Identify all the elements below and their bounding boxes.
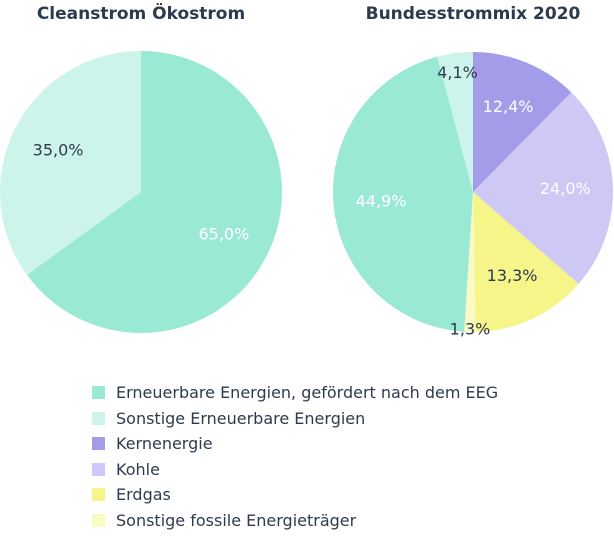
legend-label: Sonstige Erneuerbare Energien [116, 408, 366, 428]
pie-slice-erneuerbare-energien-gef-rdert-nach-dem-eeg [333, 56, 473, 332]
legend-label: Kohle [116, 459, 160, 479]
pie-slice-erneuerbare-energien-gef-rdert-nach-dem-eeg [26, 51, 282, 333]
pie-charts: Cleanstrom Ökostrom Bundesstrommix 2020 … [0, 2, 613, 339]
pie-slice-erdgas [473, 192, 579, 332]
pie-data-label: 35,0% [33, 140, 84, 159]
legend-label: Erdgas [116, 485, 171, 505]
pie-data-label: 12,4% [483, 97, 534, 116]
pie-data-label: 24,0% [540, 179, 591, 198]
legend-item: Sonstige Erneuerbare Energien [92, 406, 498, 432]
legend-item: Sonstige fossile Energieträger [92, 508, 498, 534]
legend-item: Kernenergie [92, 431, 498, 457]
pie-data-label: 65,0% [198, 225, 249, 244]
pie-data-label: 1,3% [450, 320, 491, 339]
legend-label: Sonstige fossile Energieträger [116, 510, 357, 530]
pie-data-label: 4,1% [437, 63, 478, 82]
legend-item: Erdgas [92, 482, 498, 508]
legend: Erneuerbare Energien, gefördert nach dem… [92, 380, 498, 533]
pie-data-label: 13,3% [487, 266, 538, 285]
legend-item: Erneuerbare Energien, gefördert nach dem… [92, 380, 498, 406]
pie-bundesstrommix: 12,4% 24,0% 13,3% 1,3% 44,9% 4,1% [333, 52, 613, 339]
legend-label: Kernenergie [116, 434, 213, 454]
pie-cleanstrom: 65,0% 35,0% [0, 51, 282, 333]
legend-item: Kohle [92, 457, 498, 483]
pie-slice-sonstige-erneuerbare-energien [0, 51, 141, 275]
legend-swatch [92, 462, 105, 476]
legend-swatch [92, 411, 105, 425]
pie-slice-sonstige-fossile-energietr-ger [464, 192, 476, 333]
pie-slice-kernenergie [473, 52, 572, 192]
pie-data-label: 44,9% [356, 192, 407, 211]
chart-title-cleanstrom: Cleanstrom Ökostrom [37, 2, 245, 24]
pie-slice-kohle [473, 92, 613, 284]
chart-title-bundesstrommix: Bundesstrommix 2020 [366, 4, 581, 24]
legend-swatch [92, 488, 105, 502]
legend-swatch [92, 386, 105, 400]
legend-swatch [92, 513, 105, 527]
legend-swatch [92, 437, 105, 451]
pie-slice-sonstige-erneuerbare-energien [437, 52, 473, 192]
legend-label: Erneuerbare Energien, gefördert nach dem… [116, 383, 499, 403]
